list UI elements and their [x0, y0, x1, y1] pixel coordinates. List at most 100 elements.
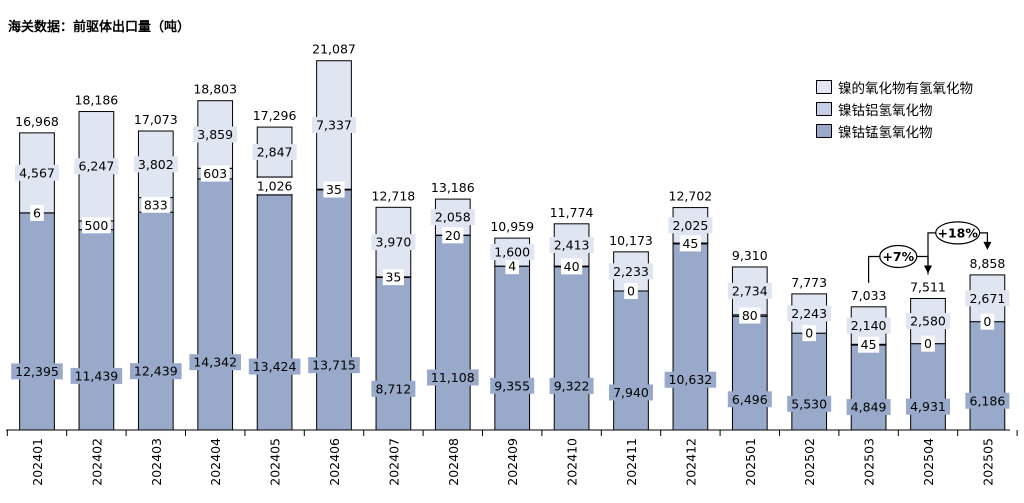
nca-value-label: 45: [682, 236, 698, 251]
nca-value-label-bg: [323, 181, 345, 198]
x-tick-label: 202401: [30, 438, 45, 486]
nca-value-label-bg: [624, 282, 638, 299]
nickel-oxide-value-label-bg: [846, 317, 891, 334]
nca-value-label-bg: [561, 258, 583, 275]
chart-title: 海关数据：前驱体出口量（吨）: [8, 20, 191, 35]
bar-segment-ncm: [731, 315, 768, 431]
nickel-oxide-value-label: 3,802: [138, 157, 174, 172]
legend-swatch-nickel-oxide: [816, 80, 832, 94]
nickel-oxide-value-label-bg: [965, 290, 1010, 307]
x-tick-label: 202410: [565, 438, 580, 486]
ncm-value-label-bg: [248, 358, 301, 375]
ncm-value-label-bg: [609, 384, 653, 401]
nickel-oxide-value-label-bg: [133, 156, 178, 173]
nickel-oxide-value-label-bg: [430, 209, 475, 226]
nickel-oxide-value-label: 1,600: [494, 245, 530, 260]
nca-value-label-bg: [980, 313, 995, 330]
x-tick-label: 202412: [683, 438, 698, 486]
x-tick-label: 202502: [802, 438, 817, 486]
legend-label-ncm: 镍钴锰氢氧化物: [838, 125, 933, 141]
nca-value-label: 45: [861, 337, 877, 352]
ncm-value-label: 12,395: [15, 364, 59, 379]
x-tick-label: 202402: [89, 438, 104, 486]
nickel-oxide-value-label: 2,413: [554, 237, 590, 252]
ncm-value-label: 10,632: [669, 372, 713, 387]
bar-segment-ncm: [850, 344, 887, 431]
ncm-value-label-bg: [787, 395, 832, 412]
ncm-value-label-bg: [727, 391, 772, 408]
ncm-value-label: 11,108: [431, 370, 475, 385]
ncm-value-label: 9,322: [554, 378, 590, 393]
x-tick-label: 202407: [386, 438, 401, 486]
nca-value-label: 833: [144, 197, 168, 212]
nickel-oxide-value-label-bg: [609, 263, 653, 280]
nickel-oxide-value-label: 6,247: [79, 159, 115, 174]
nca-value-label: 0: [805, 326, 813, 341]
nickel-oxide-value-label: 7,337: [316, 117, 352, 132]
ncm-value-label-bg: [130, 363, 182, 380]
legend-item-nickel-oxide: 镍的氧化物有氢氧化物: [816, 76, 973, 98]
nca-value-label-bg: [200, 165, 230, 182]
total-label: 10,959: [490, 219, 534, 234]
nca-value-label-bg: [442, 227, 464, 244]
x-tick-label: 202503: [862, 438, 877, 486]
growth-badge: [879, 244, 918, 269]
bar-segment-ncm: [137, 211, 174, 431]
bar-segment-ncm: [969, 321, 1006, 431]
total-label: 9,310: [732, 248, 768, 263]
nca-value-label: 35: [326, 182, 342, 197]
nca-value-label-bg: [858, 336, 880, 353]
nca-value-label: 40: [564, 259, 580, 274]
nickel-oxide-value-label-bg: [549, 236, 594, 253]
total-label: 12,718: [372, 188, 416, 203]
nickel-oxide-value-label-bg: [312, 116, 356, 133]
nickel-oxide-value-label: 2,580: [910, 314, 946, 329]
x-tick-label: 202406: [327, 438, 342, 486]
nickel-oxide-value-label-bg: [906, 313, 950, 330]
nickel-oxide-value-label-bg: [74, 158, 119, 175]
nca-value-label-bg: [382, 269, 404, 286]
total-label: 17,296: [253, 108, 297, 123]
ncm-value-label-bg: [965, 392, 1010, 409]
ncm-value-label: 4,931: [910, 399, 946, 414]
bar-segment-ncm: [256, 194, 293, 431]
ncm-value-label-bg: [11, 363, 63, 380]
legend-label-nca: 镍钴铝氢氧化物: [838, 103, 933, 119]
bar-segment-ncm: [434, 234, 471, 431]
total-label: 16,968: [15, 114, 59, 129]
x-tick-label: 202409: [505, 438, 520, 486]
ncm-value-label: 7,940: [613, 385, 649, 400]
ncm-value-label-bg: [549, 377, 594, 394]
nca-value-label-bg: [739, 307, 761, 324]
bar-segment-ncm: [910, 343, 946, 431]
x-tick-label: 202403: [149, 438, 164, 486]
x-tick-label: 202501: [743, 438, 758, 486]
nickel-oxide-value-label: 2,025: [673, 218, 709, 233]
total-label: 12,702: [669, 189, 713, 204]
nca-value-label: 1,026: [257, 178, 293, 193]
legend-swatch-ncm: [816, 124, 832, 138]
x-tick-label: 202405: [268, 438, 283, 486]
nca-value-label-bg: [679, 235, 701, 252]
total-label: 10,173: [609, 233, 653, 248]
total-label: 13,186: [431, 180, 475, 195]
nickel-oxide-value-label-bg: [490, 244, 535, 261]
nca-value-label: 603: [203, 166, 227, 181]
nca-value-label: 0: [924, 336, 932, 351]
bar-segment-ncm: [19, 212, 55, 431]
nca-value-label-bg: [505, 258, 519, 275]
growth-badge: [935, 221, 981, 245]
nca-value-label: 0: [983, 314, 991, 329]
nickel-oxide-value-label: 2,734: [732, 283, 768, 298]
nca-value-label: 35: [385, 270, 401, 285]
nca-value-label: 20: [445, 228, 461, 243]
ncm-value-label-bg: [70, 367, 123, 384]
legend: 镍的氧化物有氢氧化物 镍钴铝氢氧化物 镍钴锰氢氧化物: [816, 76, 973, 142]
x-tick-label: 202408: [446, 438, 461, 486]
ncm-value-label: 12,439: [134, 364, 178, 379]
bar-segment-ncm: [375, 276, 412, 431]
nca-value-label-bg: [82, 217, 111, 234]
ncm-value-label-bg: [189, 354, 241, 371]
total-label: 7,773: [791, 275, 827, 290]
